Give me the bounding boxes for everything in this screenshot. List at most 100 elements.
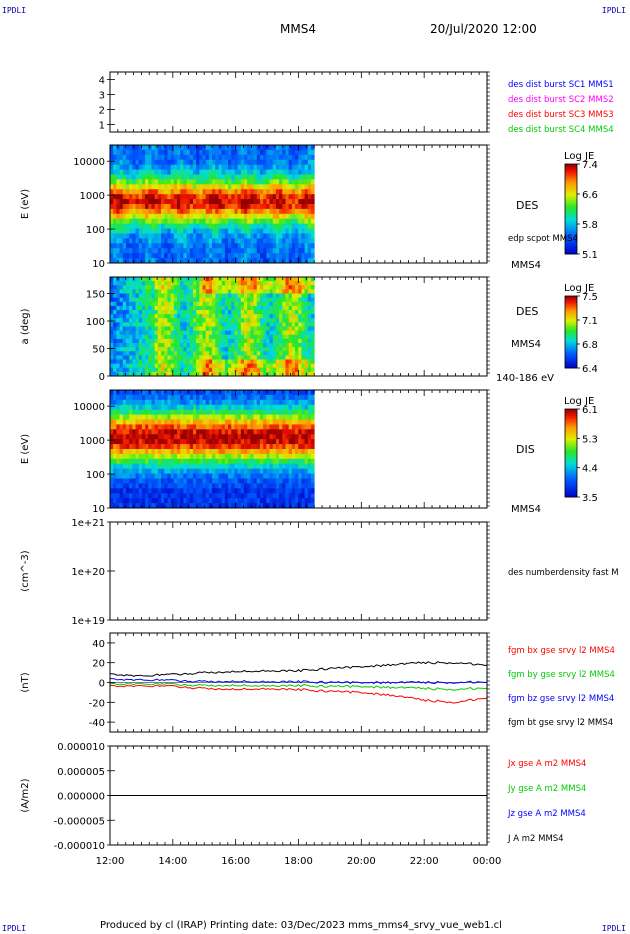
heatmap-cell: [240, 293, 245, 299]
heatmap-cell: [275, 347, 280, 352]
heatmap-cell: [221, 179, 226, 185]
heatmap-cell: [132, 498, 136, 504]
heatmap-cell: [138, 145, 143, 151]
heatmap-cell: [259, 305, 264, 311]
heatmap-cell: [186, 164, 191, 170]
heatmap-cell: [218, 463, 223, 470]
heatmap-cell: [189, 258, 194, 264]
heatmap-cell: [282, 281, 286, 286]
heatmap-cell: [295, 243, 299, 249]
heatmap-cell: [212, 164, 216, 170]
heatmap-cell: [141, 390, 146, 396]
heatmap-cell: [253, 363, 258, 369]
heatmap-cell: [151, 310, 156, 315]
heatmap-cell: [275, 184, 280, 190]
heatmap-cell: [215, 164, 219, 170]
heatmap-cell: [135, 297, 140, 303]
heatmap-cell: [275, 444, 280, 450]
heatmap-cell: [250, 213, 254, 220]
heatmap-cell: [218, 204, 223, 210]
heatmap-cell: [266, 149, 270, 156]
heatmap-cell: [221, 414, 226, 420]
heatmap-cell: [125, 394, 130, 401]
heatmap-cell: [221, 289, 226, 294]
heatmap-cell: [263, 277, 267, 282]
heatmap-cell: [132, 458, 136, 465]
heatmap-cell: [256, 289, 261, 294]
heatmap-cell: [275, 424, 280, 430]
heatmap-cell: [161, 233, 165, 239]
heatmap-cell: [285, 285, 290, 290]
heatmap-cell: [231, 154, 235, 161]
heatmap-cell: [272, 334, 277, 340]
heatmap-cell: [269, 293, 274, 299]
heatmap-cell: [135, 478, 140, 484]
heatmap-cell: [116, 248, 120, 254]
heatmap-cell: [183, 318, 187, 323]
heatmap-cell: [263, 449, 267, 455]
heatmap-cell: [122, 179, 127, 185]
heatmap-cell: [244, 330, 248, 336]
heatmap-cell: [154, 458, 159, 465]
heatmap-cell: [279, 285, 283, 290]
heatmap-cell: [231, 277, 235, 282]
heatmap-cell: [161, 289, 165, 294]
heatmap-cell: [196, 233, 200, 239]
heatmap-cell: [237, 326, 242, 332]
heatmap-cell: [259, 453, 264, 460]
heatmap-cell: [263, 223, 267, 229]
heatmap-cell: [202, 444, 207, 450]
heatmap-cell: [145, 503, 149, 509]
heatmap-cell: [138, 473, 143, 479]
heatmap-cell: [129, 326, 133, 332]
heatmap-cell: [167, 363, 172, 369]
heatmap-cell: [138, 419, 143, 425]
heatmap-cell: [263, 199, 267, 205]
heatmap-cell: [113, 424, 117, 430]
heatmap-cell: [221, 463, 226, 470]
heatmap-cell: [119, 351, 124, 356]
heatmap-cell: [259, 367, 264, 373]
heatmap-cell: [116, 218, 120, 225]
heatmap-cell: [250, 164, 254, 170]
heatmap-cell: [141, 367, 146, 373]
heatmap-cell: [110, 208, 114, 215]
heatmap-cell: [173, 367, 178, 373]
heatmap-cell: [234, 248, 239, 254]
heatmap-cell: [138, 194, 143, 200]
heatmap-cell: [224, 367, 229, 373]
heatmap-cell: [199, 359, 203, 365]
heatmap-cell: [119, 503, 124, 509]
heatmap-cell: [208, 355, 213, 360]
heatmap-cell: [307, 281, 312, 286]
heatmap-cell: [141, 468, 146, 474]
heatmap-cell: [189, 169, 194, 175]
heatmap-cell: [119, 371, 124, 377]
heatmap-cell: [275, 390, 280, 396]
heatmap-cell: [282, 305, 286, 311]
heatmap-cell: [272, 359, 277, 365]
heatmap-cell: [228, 277, 232, 282]
heatmap-cell: [161, 468, 165, 474]
heatmap-cell: [186, 318, 191, 323]
heatmap-cell: [122, 326, 127, 332]
heatmap-cell: [125, 330, 130, 336]
heatmap-cell: [151, 351, 156, 356]
heatmap-cell: [170, 444, 175, 450]
heatmap-cell: [228, 228, 232, 234]
heatmap-cell: [269, 414, 274, 420]
heatmap-cell: [192, 289, 197, 294]
heatmap-cell: [113, 414, 117, 420]
heatmap-cell: [132, 419, 136, 425]
heatmap-cell: [205, 363, 210, 369]
heatmap-cell: [291, 429, 296, 435]
heatmap-cell: [180, 394, 184, 401]
heatmap-cell: [164, 414, 168, 420]
heatmap-cell: [218, 488, 223, 494]
heatmap-cell: [285, 213, 290, 220]
heatmap-cell: [215, 404, 219, 411]
heatmap-cell: [180, 367, 184, 373]
heatmap-cell: [244, 208, 248, 215]
heatmap-cell: [304, 218, 309, 225]
heatmap-cell: [263, 243, 267, 249]
